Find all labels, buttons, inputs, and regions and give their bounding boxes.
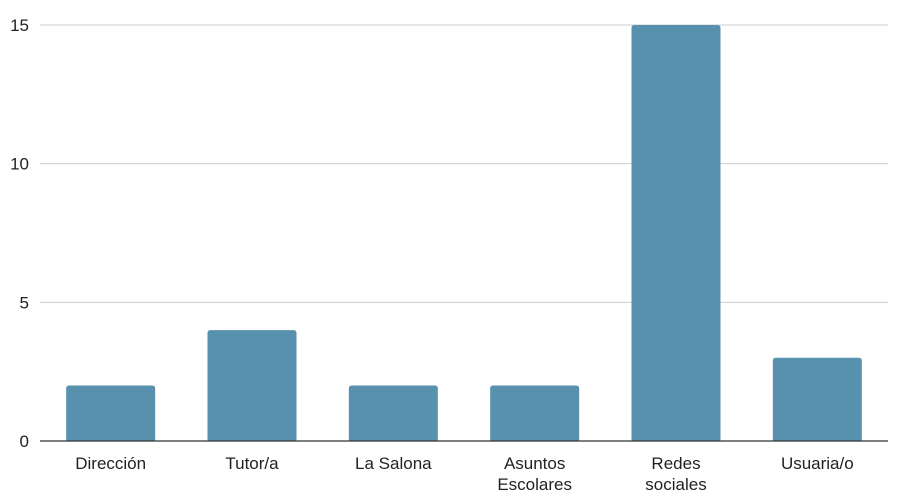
y-tick-label: 15: [10, 16, 29, 35]
y-tick-label: 5: [20, 293, 29, 312]
gridlines: [40, 24, 888, 303]
bars: [66, 25, 862, 441]
bar-usuaria-o: [772, 357, 862, 441]
x-tick-label: Tutor/a: [225, 454, 279, 473]
bar-la-salona: [348, 385, 438, 441]
x-tick-label: Redes sociales: [645, 454, 706, 494]
bar-asuntos-escolares: [490, 385, 580, 441]
x-tick-label: Usuaria/o: [781, 454, 854, 473]
y-axis-ticks: 0 5 10 15: [10, 16, 29, 451]
y-tick-label: 10: [10, 155, 29, 174]
bar-tutor-a: [207, 330, 297, 441]
x-axis-labels: Dirección Tutor/a La Salona Asuntos Escolare…: [75, 454, 853, 494]
y-tick-label: 0: [20, 432, 29, 451]
bar-direcci-n: [66, 385, 156, 441]
bar-redes-sociales: [631, 25, 721, 441]
x-tick-label: Dirección: [75, 454, 146, 473]
x-tick-label: Asuntos Escolares: [497, 454, 572, 494]
x-tick-label: La Salona: [355, 454, 432, 473]
